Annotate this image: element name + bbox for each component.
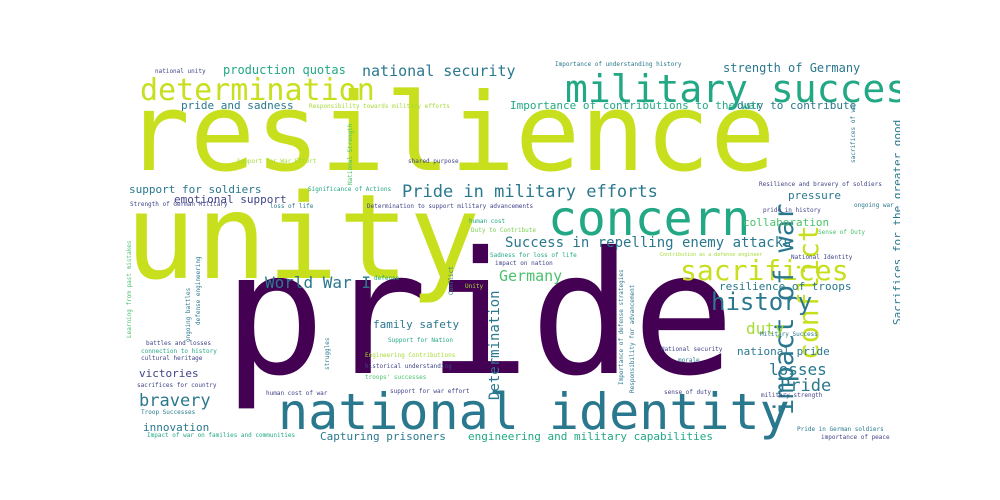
word: National Identity	[791, 254, 853, 261]
word: human cost of war	[266, 390, 328, 397]
word: pressure	[788, 189, 841, 202]
word: collaboration	[743, 216, 830, 229]
word: Pride	[780, 376, 832, 396]
word: cultural heritage	[141, 355, 203, 362]
word: production quotas	[223, 63, 346, 77]
word: World War I	[265, 273, 371, 292]
word: Importance of contributions to the war	[510, 99, 762, 112]
word: Germany	[499, 267, 563, 285]
word: loss of life	[270, 203, 314, 210]
word: Strength of German Military	[130, 201, 228, 208]
word: connection to history	[141, 348, 217, 355]
word: Unity	[465, 283, 484, 290]
word: Support for Nation	[388, 337, 454, 344]
word: Learning from past mistakes	[126, 240, 133, 338]
word: duty	[746, 319, 785, 338]
word: sacrifices	[680, 254, 849, 287]
word: Responsibility towards military efforts	[309, 103, 450, 110]
word: Troop Successes	[141, 409, 196, 416]
word: emotional support	[174, 193, 287, 206]
word: support for war effort	[390, 388, 470, 395]
word: military success	[565, 67, 900, 111]
word: morale	[678, 357, 700, 364]
word: ongoing war	[854, 202, 894, 209]
word: history	[711, 288, 813, 316]
word: unity	[125, 168, 481, 306]
word: defense engineering	[195, 256, 202, 325]
word: Success in repelling enemy attacks	[505, 235, 792, 251]
word: troops' successes	[365, 374, 427, 381]
word: sacrifices for country	[137, 382, 217, 389]
word: national pride	[737, 345, 830, 358]
word: defense	[374, 275, 400, 282]
word: resilience of troops	[719, 280, 852, 293]
word: importance of peace	[821, 434, 890, 441]
word: resilience	[125, 71, 776, 196]
word: concern	[548, 191, 751, 247]
word: struggles	[324, 337, 331, 370]
word: military strength	[761, 392, 823, 399]
word: Importance of defense strategies	[618, 269, 625, 385]
word: pride in history	[763, 207, 821, 214]
word: National Strength	[347, 123, 354, 185]
word: Engineering Contributions	[365, 352, 456, 359]
word: Duty to Contribute	[471, 227, 537, 234]
word: strength of Germany	[723, 61, 861, 75]
word: Capturing prisoners	[320, 430, 446, 443]
word: ongoing battles	[185, 287, 192, 342]
word: national security	[362, 62, 516, 80]
word: family safety	[373, 318, 460, 331]
word: Significance of Actions	[308, 186, 392, 193]
word: Pride in German soldiers	[797, 426, 884, 433]
word: Contribution as a defense engineer	[660, 252, 763, 258]
word: impact on nation	[495, 260, 553, 267]
word: losses	[769, 360, 827, 379]
word: duty to contribute	[737, 99, 857, 112]
word: Determination to support military advanc…	[367, 203, 534, 210]
word: support for soldiers	[129, 183, 262, 196]
word: sense of duty	[664, 389, 711, 396]
word: pride	[223, 216, 735, 414]
word: engineering and military capabilities	[468, 430, 714, 443]
word: Sacrifices for the greater good	[891, 119, 900, 325]
word: national unity	[155, 68, 206, 75]
word: sacrifices of war	[850, 101, 857, 163]
word-cloud: resilience pride unity national identity…	[125, 60, 900, 445]
word: bravery	[139, 391, 211, 411]
word: Support for War Effort	[237, 158, 317, 165]
word: Military Success	[760, 331, 818, 338]
word: Responsibility for advancement	[629, 284, 636, 393]
word: Impact of war on families and communitie…	[147, 432, 296, 439]
word: Importance of understanding history	[555, 61, 682, 68]
word: national identity	[278, 383, 790, 441]
word: Conflict	[448, 266, 455, 295]
word: Resilience and bravery of soldiers	[759, 181, 882, 188]
word: Determination	[487, 290, 503, 400]
word: battles and losses	[146, 340, 212, 347]
word: pride and sadness	[181, 99, 294, 112]
word: victories	[139, 367, 199, 380]
word: innovation	[143, 421, 210, 434]
word: Sense of Duty	[818, 229, 865, 236]
word: shared purpose	[408, 158, 459, 165]
word: Sadness for loss of life	[490, 252, 577, 259]
word: determination	[140, 73, 375, 108]
word: National security	[661, 346, 723, 353]
word: Pride in military efforts	[402, 182, 658, 202]
word: historical understanding	[365, 363, 452, 370]
word: human cost	[469, 218, 506, 225]
